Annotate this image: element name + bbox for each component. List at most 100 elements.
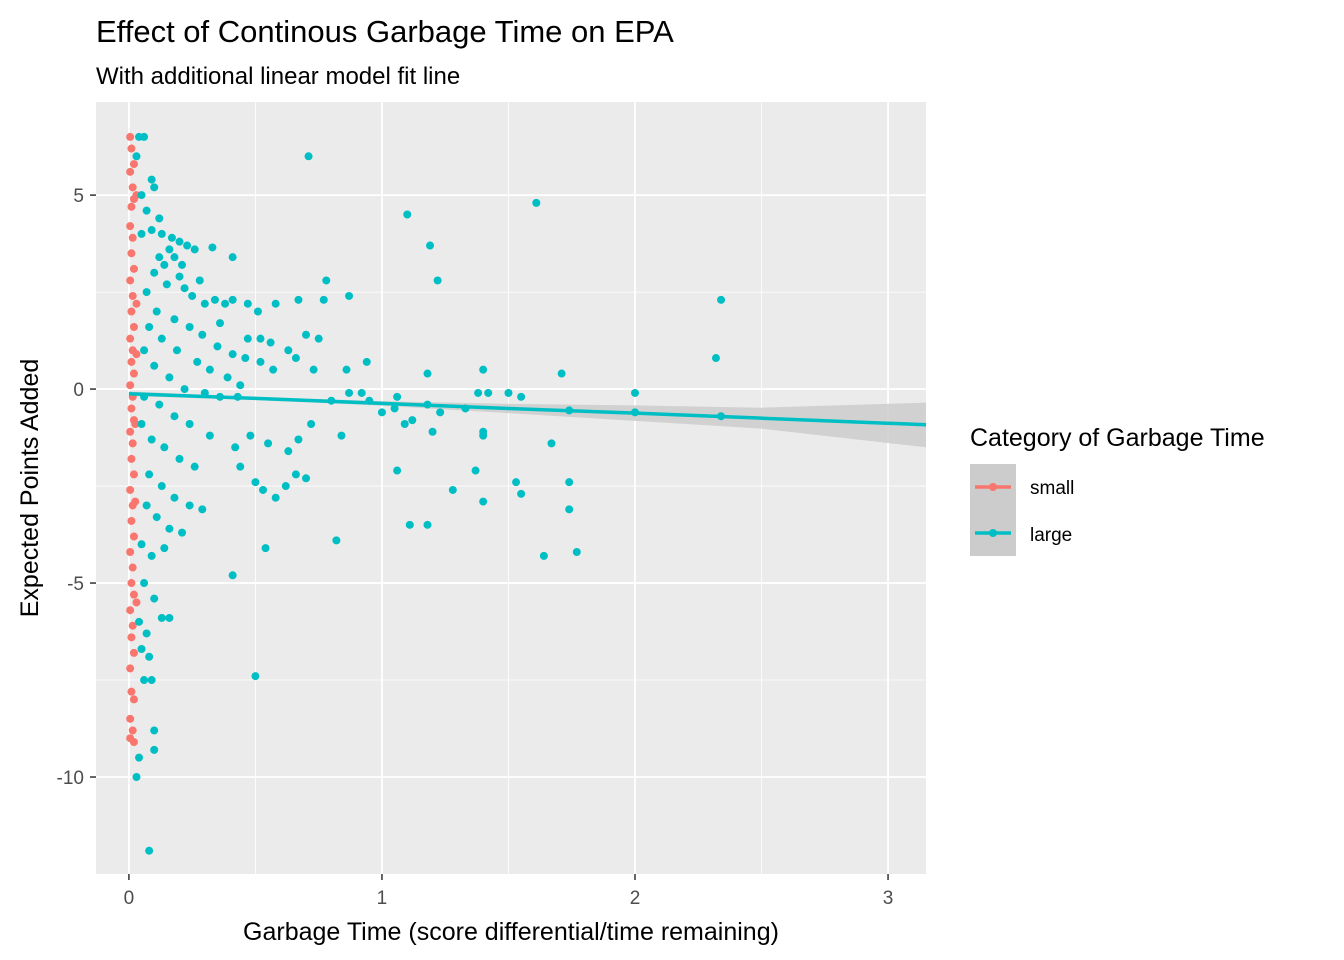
data-point-large (426, 241, 435, 250)
data-point-small (128, 291, 137, 300)
data-point-large (137, 229, 146, 238)
data-point-small (126, 714, 135, 723)
grid-lines (96, 102, 926, 874)
data-point-small (129, 532, 138, 541)
data-point-small (126, 381, 135, 390)
data-point-large (157, 613, 166, 622)
series-small-points (126, 132, 141, 747)
y-axis: -10 -5 0 5 (57, 186, 96, 789)
data-point-large (185, 501, 194, 510)
data-point-small (127, 687, 136, 696)
legend-label-small: small (1030, 478, 1074, 499)
data-point-large (448, 485, 457, 494)
data-point-large (213, 342, 222, 351)
data-point-small (127, 404, 136, 413)
data-point-large (183, 241, 192, 250)
data-point-large (198, 330, 207, 339)
data-point-large (717, 295, 726, 304)
data-point-large (223, 373, 232, 382)
data-point-small (128, 563, 137, 572)
legend-title: Category of Garbage Time (970, 424, 1265, 452)
data-point-large (190, 462, 199, 471)
data-point-large (180, 284, 189, 293)
data-point-large (155, 400, 164, 409)
data-point-small (128, 233, 137, 242)
data-point-small (129, 160, 138, 169)
data-point-large (362, 357, 371, 366)
data-point-large (221, 299, 230, 308)
data-point-small (127, 357, 136, 366)
data-point-large (314, 334, 323, 343)
data-point-large (140, 676, 149, 685)
data-point-large (147, 676, 156, 685)
data-point-small (132, 299, 141, 308)
data-point-large (150, 594, 159, 603)
data-point-large (251, 478, 260, 487)
data-point-large (433, 276, 442, 285)
data-point-large (271, 493, 280, 502)
data-point-large (307, 419, 316, 428)
data-point-large (145, 470, 154, 479)
data-point-large (271, 299, 280, 308)
data-point-small (127, 202, 136, 211)
legend-key-small-point (989, 483, 997, 491)
data-point-large (246, 431, 255, 440)
data-point-large (157, 229, 166, 238)
data-point-large (319, 295, 328, 304)
data-point-large (236, 381, 245, 390)
data-point-large (137, 644, 146, 653)
data-point-small (126, 222, 135, 231)
data-point-large (135, 617, 144, 626)
data-point-large (231, 443, 240, 452)
data-point-large (188, 291, 197, 300)
legend: Category of Garbage Time small large (970, 424, 1265, 556)
data-point-large (198, 505, 207, 514)
data-point-large (185, 323, 194, 332)
data-point-large (137, 540, 146, 549)
data-point-large (172, 346, 181, 355)
data-point-large (175, 454, 184, 463)
data-point-small (129, 323, 138, 332)
x-tick-label: 1 (377, 888, 388, 909)
data-point-large (539, 551, 548, 560)
legend-label-large: large (1030, 525, 1072, 546)
data-point-large (304, 152, 313, 161)
data-point-large (281, 482, 290, 491)
data-point-large (190, 245, 199, 254)
data-point-large (210, 295, 219, 304)
data-point-small (129, 470, 138, 479)
data-point-large (178, 260, 187, 269)
data-point-large (142, 288, 151, 297)
data-point-large (175, 237, 184, 246)
fit-line (128, 391, 927, 427)
data-point-large (393, 466, 402, 475)
data-point-large (165, 613, 174, 622)
data-point-small (126, 606, 135, 615)
data-point-large (474, 388, 483, 397)
data-point-large (170, 315, 179, 324)
data-point-large (428, 427, 437, 436)
data-point-small (132, 598, 141, 607)
data-point-large (345, 388, 354, 397)
data-point-large (152, 307, 161, 316)
data-point-large (390, 404, 399, 413)
data-point-large (147, 226, 156, 235)
data-point-large (393, 392, 402, 401)
data-point-large (261, 544, 270, 553)
data-point-large (565, 505, 574, 514)
data-point-large (228, 571, 237, 580)
data-point-large (403, 210, 412, 219)
data-point-large (471, 466, 480, 475)
data-point-large (266, 338, 275, 347)
data-point-large (195, 276, 204, 285)
data-point-large (142, 629, 151, 638)
y-tick-label: -5 (67, 574, 84, 595)
data-point-large (284, 447, 293, 456)
data-point-large (157, 334, 166, 343)
data-point-large (162, 280, 171, 289)
data-point-small (126, 276, 135, 285)
data-point-large (479, 427, 488, 436)
data-point-large (147, 435, 156, 444)
data-point-large (357, 388, 366, 397)
